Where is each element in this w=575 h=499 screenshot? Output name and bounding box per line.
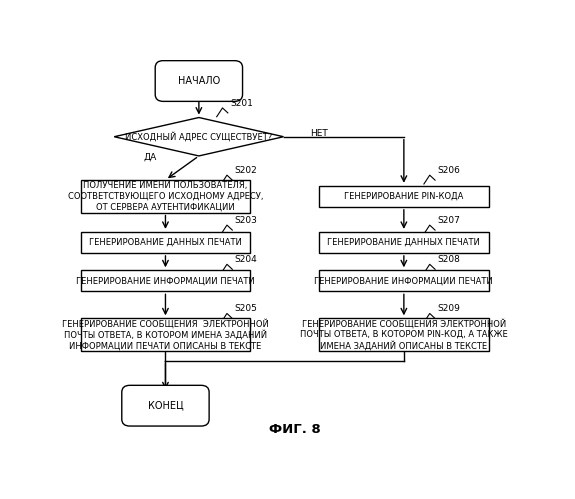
Text: ГЕНЕРИРОВАНИЕ ДАННЫХ ПЕЧАТИ: ГЕНЕРИРОВАНИЕ ДАННЫХ ПЕЧАТИ — [327, 238, 480, 247]
Text: ГЕНЕРИРОВАНИЕ ДАННЫХ ПЕЧАТИ: ГЕНЕРИРОВАНИЕ ДАННЫХ ПЕЧАТИ — [89, 238, 242, 247]
Bar — [81, 318, 250, 351]
Text: ИСХОДНЫЙ АДРЕС СУЩЕСТВУЕТ?: ИСХОДНЫЙ АДРЕС СУЩЕСТВУЕТ? — [125, 132, 273, 142]
Text: ПОЛУЧЕНИЕ ИМЕНИ ПОЛЬЗОВАТЕЛЯ,
СООТВЕТСТВУЮЩЕГО ИСХОДНОМУ АДРЕСУ,
ОТ СЕРВЕРА АУТЕ: ПОЛУЧЕНИЕ ИМЕНИ ПОЛЬЗОВАТЕЛЯ, СООТВЕТСТВ… — [68, 181, 263, 211]
Text: ГЕНЕРИРОВАНИЕ СООБЩЕНИЯ  ЭЛЕКТРОННОЙ
ПОЧТЫ ОТВЕТА, В КОТОРОМ ИМЕНА ЗАДАНИЙ
ИНФОР: ГЕНЕРИРОВАНИЕ СООБЩЕНИЯ ЭЛЕКТРОННОЙ ПОЧТ… — [62, 319, 269, 350]
FancyBboxPatch shape — [155, 61, 243, 101]
Bar — [319, 186, 489, 207]
FancyBboxPatch shape — [122, 385, 209, 426]
Polygon shape — [114, 117, 283, 156]
Text: ФИГ. 8: ФИГ. 8 — [269, 424, 321, 437]
Text: НЕТ: НЕТ — [310, 129, 328, 138]
Bar — [319, 270, 489, 291]
Text: ГЕНЕРИРОВАНИЕ PIN-КОДА: ГЕНЕРИРОВАНИЕ PIN-КОДА — [344, 192, 463, 201]
Text: S209: S209 — [437, 304, 460, 313]
Text: ГЕНЕРИРОВАНИЕ СООБЩЕНИЯ ЭЛЕКТРОННОЙ
ПОЧТЫ ОТВЕТА, В КОТОРОМ PIN-КОД, А ТАКЖЕ
ИМЕ: ГЕНЕРИРОВАНИЕ СООБЩЕНИЯ ЭЛЕКТРОННОЙ ПОЧТ… — [300, 319, 508, 350]
Bar — [81, 270, 250, 291]
Text: S203: S203 — [235, 216, 258, 225]
Text: ГЕНЕРИРОВАНИЕ ИНФОРМАЦИИ ПЕЧАТИ: ГЕНЕРИРОВАНИЕ ИНФОРМАЦИИ ПЕЧАТИ — [315, 276, 493, 285]
Text: S208: S208 — [437, 255, 460, 264]
Bar — [81, 180, 250, 213]
Bar — [81, 232, 250, 253]
Text: S206: S206 — [437, 166, 460, 175]
Text: ДА: ДА — [143, 153, 156, 162]
Bar — [319, 232, 489, 253]
Text: S202: S202 — [235, 166, 257, 175]
Text: S207: S207 — [437, 216, 460, 225]
Text: S205: S205 — [235, 304, 258, 313]
Text: S204: S204 — [235, 255, 257, 264]
Bar — [319, 318, 489, 351]
Text: S201: S201 — [230, 99, 253, 108]
Text: НАЧАЛО: НАЧАЛО — [178, 76, 220, 86]
Text: ГЕНЕРИРОВАНИЕ ИНФОРМАЦИИ ПЕЧАТИ: ГЕНЕРИРОВАНИЕ ИНФОРМАЦИИ ПЕЧАТИ — [76, 276, 255, 285]
Text: КОНЕЦ: КОНЕЦ — [148, 401, 183, 411]
